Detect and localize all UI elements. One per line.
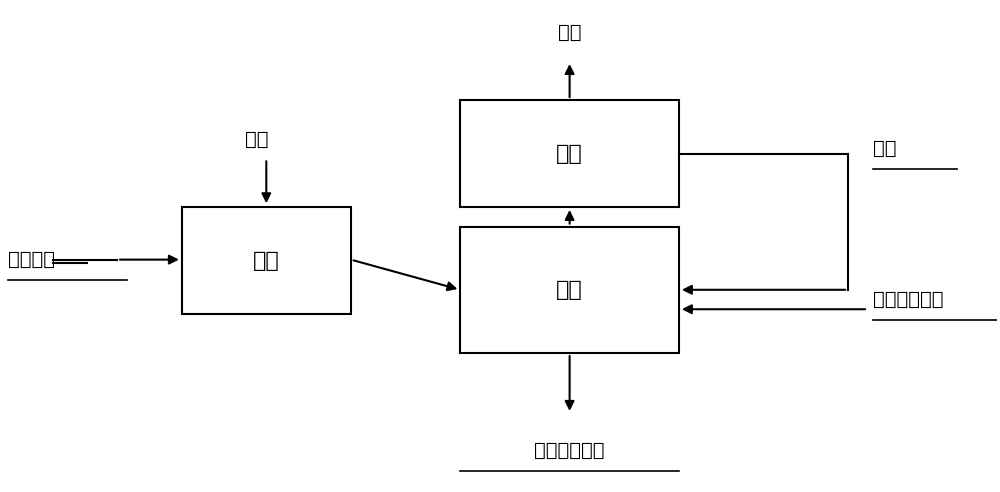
Text: 空气: 空气	[558, 23, 581, 41]
FancyBboxPatch shape	[460, 100, 679, 207]
FancyBboxPatch shape	[460, 226, 679, 353]
Text: 浓缩: 浓缩	[556, 280, 583, 300]
Text: 蒸汽: 蒸汽	[245, 129, 268, 149]
Text: 低温空气: 低温空气	[8, 250, 55, 269]
Text: 除雾: 除雾	[556, 144, 583, 163]
Text: 溶液: 溶液	[873, 139, 896, 158]
Text: 亚硫酸钠溶液: 亚硫酸钠溶液	[873, 290, 943, 309]
Text: 换热: 换热	[253, 250, 280, 271]
Text: 浓缩后的溶液: 浓缩后的溶液	[534, 441, 605, 460]
FancyBboxPatch shape	[182, 207, 351, 314]
